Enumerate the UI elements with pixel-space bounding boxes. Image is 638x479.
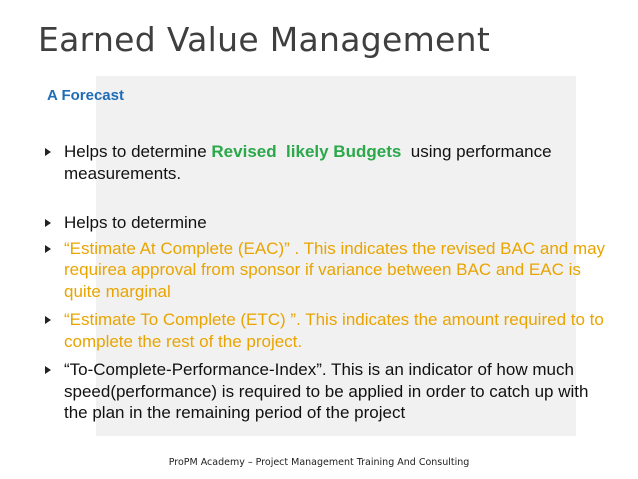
bullet-text: “To-Complete-Performance-Index”. This is… [64,360,594,422]
bullet-text: using performance measurements. [64,142,557,183]
bullet-text: Helps to determine [64,213,207,232]
bullet: Helps to determine Revised likely Budget… [45,141,606,184]
watermark [96,76,576,436]
section-heading: A Forecast [47,87,124,104]
bullet-text: Revised likely Budgets [211,142,402,161]
bullet-list: Helps to determine Revised likely Budget… [45,141,609,431]
slide-title: Earned Value Management [38,20,491,59]
bullet: Helps to determine [45,212,606,234]
bullet-text: “Estimate At Complete (EAC)” . This indi… [64,238,610,301]
bullet: “To-Complete-Performance-Index”. This is… [45,359,606,424]
bullet-text: Helps to determine [64,142,212,161]
bullet-text: “Estimate To Complete (ETC) ”. This indi… [64,310,609,351]
bullet: “Estimate To Complete (ETC) ”. This indi… [45,309,609,352]
bullet: “Estimate At Complete (EAC)” . This indi… [45,238,606,303]
footer: ProPM Academy – Project Management Train… [168,457,470,468]
